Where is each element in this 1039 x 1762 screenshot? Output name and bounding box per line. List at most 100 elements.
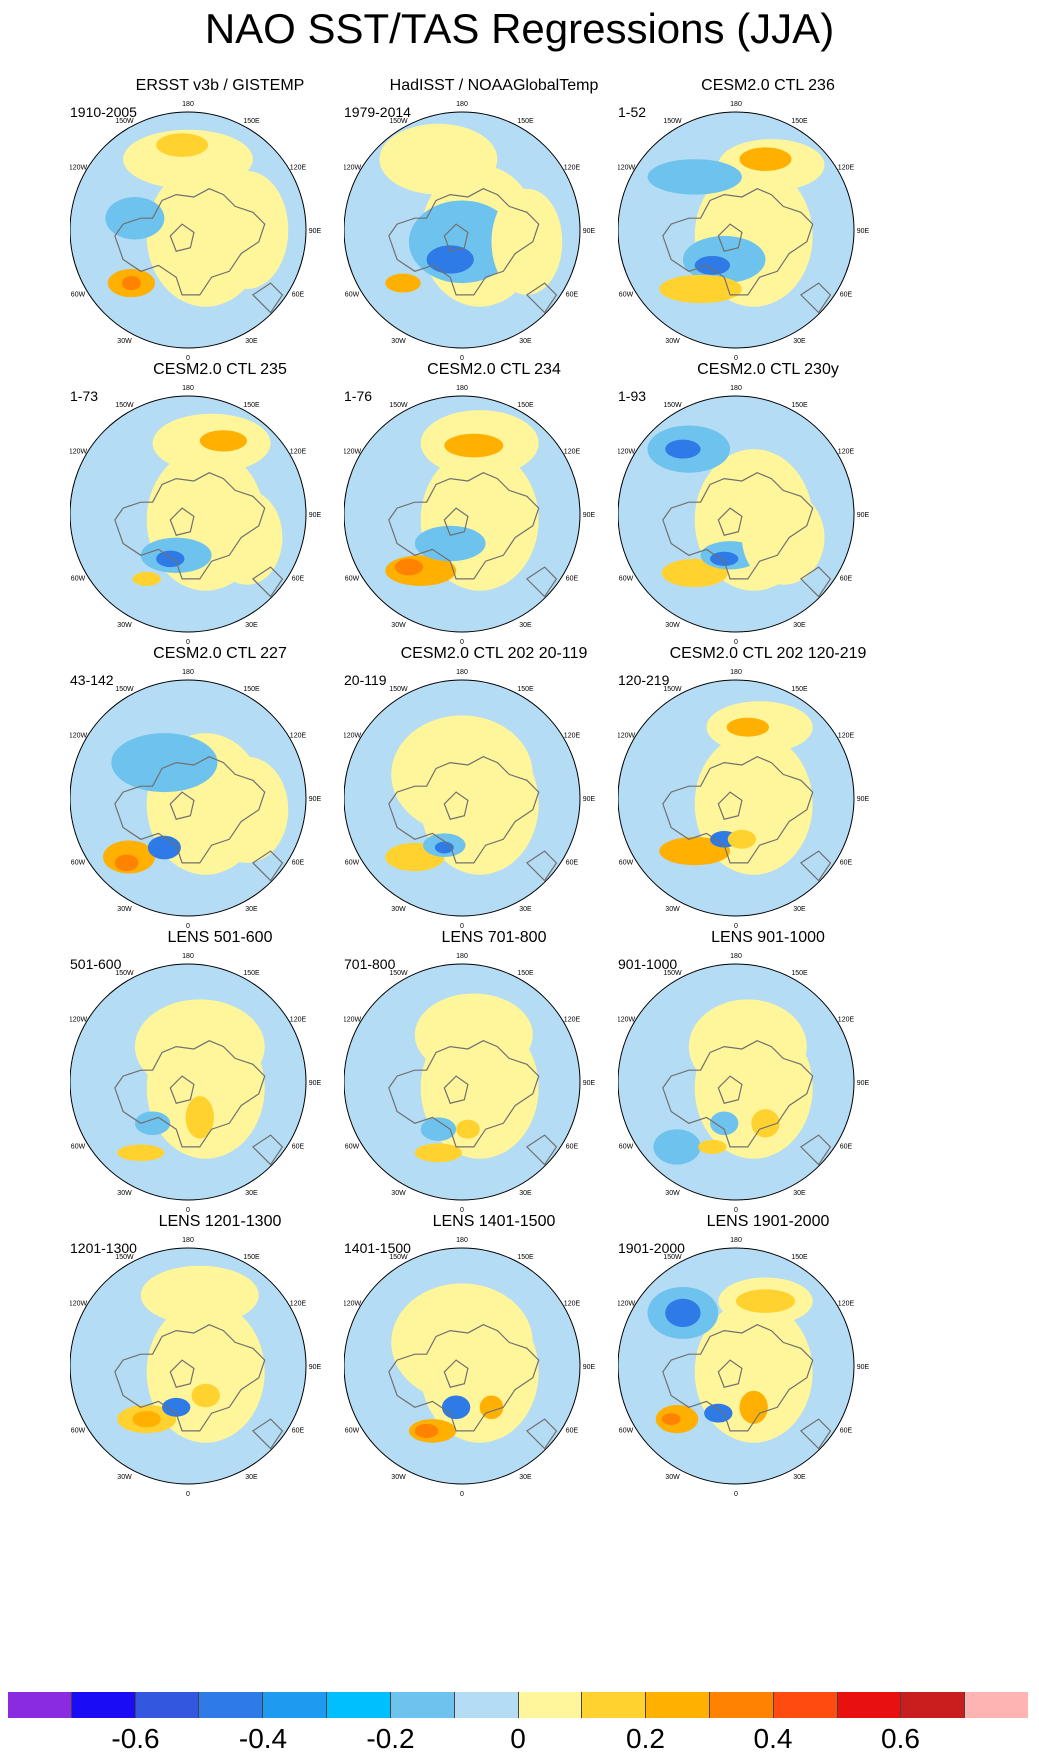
- anomaly-region: [710, 1111, 739, 1136]
- anomaly-region: [117, 1144, 165, 1162]
- longitude-label: 120E: [838, 1017, 855, 1024]
- longitude-label: 0: [460, 355, 464, 362]
- longitude-label: 150E: [791, 402, 808, 409]
- anomaly-region: [659, 274, 742, 304]
- panel-period: 1-52: [618, 104, 647, 120]
- longitude-label: 120W: [618, 165, 636, 172]
- colorbar-tick-label: 0.2: [626, 1723, 665, 1754]
- anomaly-region: [134, 1111, 171, 1136]
- anomaly-region: [132, 1410, 161, 1428]
- longitude-label: 150E: [517, 686, 534, 693]
- longitude-label: 60W: [619, 576, 634, 583]
- anomaly-region: [653, 1129, 701, 1165]
- longitude-label: 120W: [618, 733, 636, 740]
- map-panel: CESM2.0 CTL 234 180 150E 120E 90E 60E 30E 0 30W 6…: [344, 360, 644, 678]
- map-boundary: [70, 1247, 307, 1485]
- colorbar-swatch: [390, 1692, 455, 1718]
- longitude-label: 30E: [793, 906, 806, 913]
- anomaly-region: [394, 558, 424, 576]
- longitude-label: 60E: [566, 576, 579, 583]
- map-boundary: [70, 395, 307, 633]
- map-panel: CESM2.0 CTL 227 180 150E 120E 90E 60E 30E 0 30W 6…: [70, 644, 370, 962]
- panel-title: LENS 1901-2000: [706, 1213, 830, 1230]
- longitude-label: 120W: [344, 449, 362, 456]
- colorbar-swatch: [8, 1692, 72, 1718]
- map-boundary: [344, 395, 581, 633]
- longitude-label: 60W: [71, 576, 86, 583]
- longitude-label: 120W: [70, 1301, 88, 1308]
- map-panel: HadISST / NOAAGlobalTemp 180 150E 120E 90E 60…: [344, 76, 644, 394]
- panel-period: 120-219: [618, 672, 670, 688]
- map-panel: LENS 701-800180150E120E90E60E30E030W60W9…: [344, 928, 644, 1246]
- panel-period: 1-73: [70, 388, 99, 404]
- colorbar-tick-label: -0.4: [238, 1723, 288, 1754]
- longitude-label: 30W: [391, 1474, 406, 1481]
- panel-period: 1201-1300: [70, 1240, 137, 1256]
- colorbar-swatch: [327, 1692, 391, 1718]
- polar-map: 180150E120E90E60E30E030W60W90W120W150W: [618, 385, 870, 646]
- anomaly-region: [420, 1117, 457, 1141]
- longitude-label: 120E: [290, 1017, 307, 1024]
- coastline: [169, 223, 195, 252]
- longitude-label: 0: [186, 639, 190, 646]
- polar-map: 180150E120E90E60E30E030W60W90W120W150W: [70, 669, 322, 930]
- longitude-label: 60W: [345, 1428, 360, 1435]
- longitude-label: 150W: [115, 970, 134, 977]
- longitude-label: 120E: [564, 733, 581, 740]
- coastline: [662, 756, 814, 864]
- colorbar-swatch: [135, 1692, 200, 1718]
- longitude-label: 60W: [71, 1428, 86, 1435]
- longitude-label: 0: [734, 355, 738, 362]
- polar-map: 180150E120E90E60E30E030W60W90W120W150W: [344, 953, 596, 1214]
- longitude-label: 150W: [389, 402, 408, 409]
- longitude-label: 180: [456, 1237, 468, 1244]
- coastline: [388, 188, 540, 296]
- coastline: [251, 282, 284, 314]
- longitude-label: 30E: [793, 622, 806, 629]
- coastline: [251, 850, 284, 882]
- panel-title: CESM2.0 CTL 202 120-219: [669, 645, 867, 662]
- coastline: [169, 507, 195, 536]
- anomaly-region: [741, 490, 825, 585]
- longitude-label: 180: [182, 669, 194, 676]
- map-boundary: [618, 679, 855, 917]
- longitude-label: 30E: [519, 338, 532, 345]
- longitude-label: 180: [456, 669, 468, 676]
- longitude-label: 150W: [389, 970, 408, 977]
- longitude-label: 0: [734, 1491, 738, 1498]
- colorbar-tick-label: 0: [510, 1723, 526, 1754]
- anomaly-region: [659, 836, 731, 866]
- longitude-label: 150W: [115, 686, 134, 693]
- anomaly-region: [661, 1413, 681, 1425]
- longitude-label: 150E: [243, 402, 260, 409]
- longitude-label: 30E: [245, 1190, 258, 1197]
- anomaly-region: [140, 1265, 259, 1325]
- longitude-label: 120W: [70, 1017, 88, 1024]
- panel-period: 1401-1500: [344, 1240, 411, 1256]
- longitude-label: 60W: [71, 292, 86, 299]
- longitude-label: 30W: [117, 338, 132, 345]
- map-panel: CESM2.0 CTL 230y 180 150E 120E 90E 60E 30E 0 30W…: [618, 360, 918, 678]
- colorbar-labels: -0.6 -0.4 -0.2 0 0.2 0.4 0.6: [0, 1722, 1039, 1762]
- anomaly-region: [414, 1143, 462, 1163]
- panel-title: LENS 1401-1500: [432, 1213, 556, 1230]
- panel-period: 901-1000: [618, 956, 678, 972]
- longitude-label: 150E: [243, 1254, 260, 1261]
- map-boundary: [344, 679, 581, 917]
- coastline: [114, 756, 266, 864]
- longitude-label: 120W: [618, 1017, 636, 1024]
- anomaly-region: [726, 717, 770, 737]
- colorbar-swatch: [646, 1692, 710, 1718]
- longitude-label: 60E: [292, 860, 305, 867]
- anomaly-region: [698, 1139, 727, 1154]
- coastline: [525, 850, 558, 882]
- map-panel: ERSST v3b / GISTEMP 180 150E 120E 90E 60E 30E 0…: [70, 76, 370, 394]
- longitude-label: 90E: [583, 228, 596, 235]
- coastline: [799, 850, 832, 882]
- longitude-label: 30W: [665, 338, 680, 345]
- anomaly-region: [205, 171, 289, 289]
- longitude-label: 0: [734, 923, 738, 930]
- longitude-label: 60W: [345, 860, 360, 867]
- longitude-label: 60W: [71, 1144, 86, 1151]
- anomaly-region: [688, 999, 807, 1094]
